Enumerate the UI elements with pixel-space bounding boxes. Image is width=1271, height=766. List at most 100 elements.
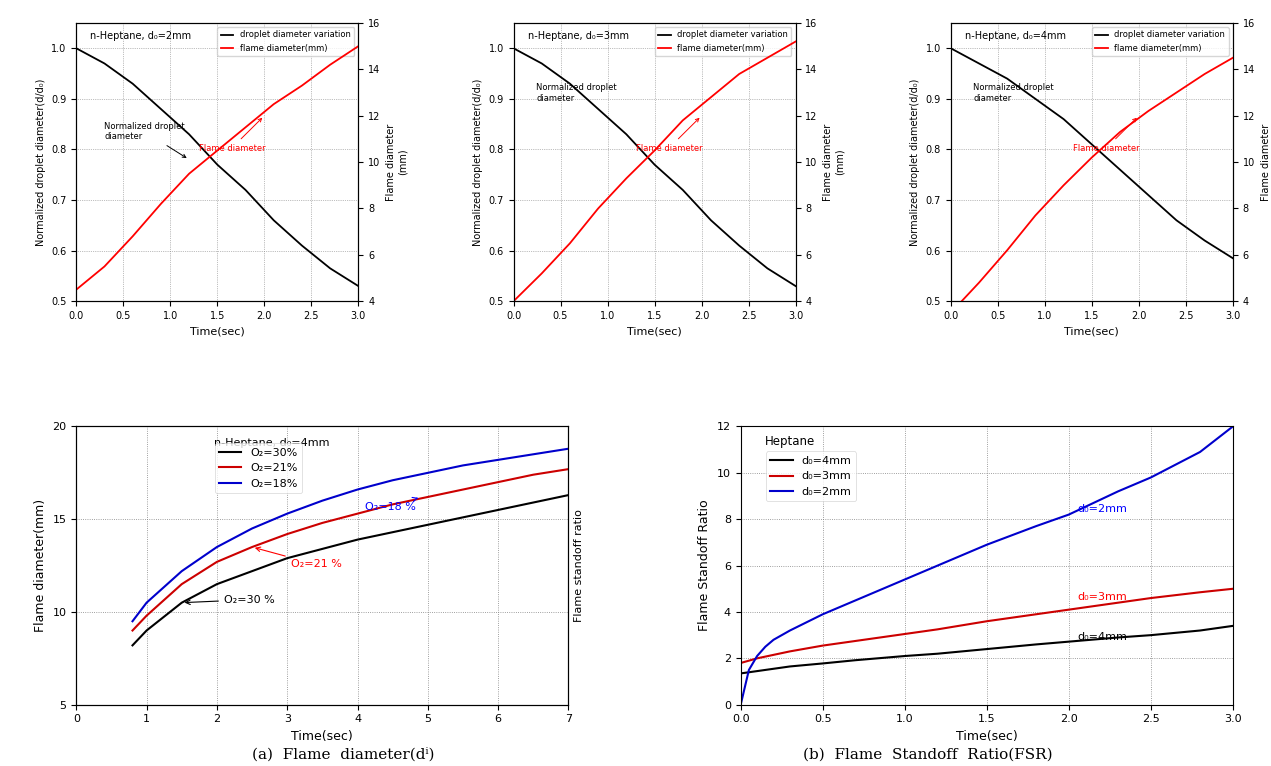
O₂=30% bbox=[210, 580, 225, 589]
O₂=21% bbox=[455, 485, 470, 494]
X-axis label: Time(sec): Time(sec) bbox=[189, 326, 245, 336]
d₀=3mm bbox=[1225, 584, 1240, 594]
Line: d₀=2mm: d₀=2mm bbox=[741, 427, 1233, 705]
Text: Flame diameter: Flame diameter bbox=[1073, 119, 1140, 152]
X-axis label: Time(sec): Time(sec) bbox=[956, 730, 1018, 743]
Text: d₀=3mm: d₀=3mm bbox=[1077, 592, 1127, 602]
O₂=30% bbox=[350, 535, 365, 544]
d₀=2mm bbox=[758, 642, 773, 651]
d₀=2mm bbox=[782, 626, 797, 635]
Text: Normalized droplet
diameter: Normalized droplet diameter bbox=[974, 83, 1054, 103]
O₂=18% bbox=[561, 444, 576, 453]
d₀=2mm bbox=[930, 561, 946, 570]
d₀=2mm bbox=[1192, 447, 1207, 457]
O₂=18% bbox=[526, 450, 541, 459]
Text: n-Heptane, d₀=4mm: n-Heptane, d₀=4mm bbox=[965, 31, 1066, 41]
O₂=21% bbox=[350, 509, 365, 519]
O₂=18% bbox=[174, 567, 189, 576]
d₀=4mm bbox=[897, 651, 913, 660]
d₀=2mm bbox=[1061, 510, 1077, 519]
O₂=21% bbox=[526, 470, 541, 480]
O₂=30% bbox=[385, 528, 400, 537]
O₂=30% bbox=[421, 520, 436, 529]
d₀=4mm bbox=[930, 649, 946, 658]
Text: Normalized droplet
diameter: Normalized droplet diameter bbox=[536, 83, 616, 103]
d₀=2mm bbox=[1028, 522, 1043, 531]
O₂=18% bbox=[244, 524, 259, 533]
d₀=2mm bbox=[1111, 486, 1126, 496]
d₀=2mm bbox=[733, 700, 749, 709]
Line: d₀=3mm: d₀=3mm bbox=[741, 589, 1233, 663]
Y-axis label: Normalized droplet diameter(d/d₀): Normalized droplet diameter(d/d₀) bbox=[910, 78, 920, 246]
O₂=30% bbox=[455, 512, 470, 522]
d₀=4mm bbox=[848, 656, 863, 665]
d₀=2mm bbox=[750, 651, 765, 660]
O₂=18% bbox=[139, 598, 154, 607]
O₂=30% bbox=[561, 490, 576, 499]
Line: O₂=18%: O₂=18% bbox=[132, 449, 568, 621]
d₀=2mm bbox=[848, 596, 863, 605]
O₂=18% bbox=[491, 455, 506, 464]
d₀=3mm bbox=[815, 641, 830, 650]
O₂=21% bbox=[491, 477, 506, 486]
d₀=3mm bbox=[766, 650, 782, 660]
Text: Heptane: Heptane bbox=[765, 435, 816, 448]
d₀=4mm bbox=[1192, 626, 1207, 635]
Text: n-Heptane, d₀=2mm: n-Heptane, d₀=2mm bbox=[90, 31, 192, 41]
d₀=3mm bbox=[750, 653, 765, 663]
d₀=3mm bbox=[930, 625, 946, 634]
Legend: droplet diameter variation, flame diameter(mm): droplet diameter variation, flame diamet… bbox=[655, 27, 792, 56]
Text: Flame diameter: Flame diameter bbox=[636, 119, 703, 152]
O₂=18% bbox=[421, 468, 436, 477]
O₂=21% bbox=[139, 611, 154, 620]
d₀=2mm bbox=[897, 575, 913, 584]
O₂=18% bbox=[210, 542, 225, 552]
O₂=18% bbox=[315, 496, 330, 506]
O₂=18% bbox=[280, 509, 295, 519]
d₀=4mm bbox=[1143, 630, 1158, 640]
O₂=18% bbox=[350, 485, 365, 494]
d₀=3mm bbox=[733, 659, 749, 668]
O₂=21% bbox=[244, 542, 259, 552]
Text: Normalized droplet
diameter: Normalized droplet diameter bbox=[104, 122, 186, 158]
d₀=2mm bbox=[815, 610, 830, 619]
Text: O₂=18 %: O₂=18 % bbox=[365, 497, 417, 512]
O₂=30% bbox=[139, 626, 154, 635]
d₀=4mm bbox=[750, 666, 765, 676]
d₀=2mm bbox=[1143, 473, 1158, 482]
X-axis label: Time(sec): Time(sec) bbox=[627, 326, 683, 336]
d₀=3mm bbox=[897, 630, 913, 639]
O₂=21% bbox=[125, 626, 140, 635]
d₀=4mm bbox=[979, 644, 994, 653]
O₂=30% bbox=[174, 598, 189, 607]
Text: d₀=2mm: d₀=2mm bbox=[1077, 504, 1127, 514]
Text: O₂=21 %: O₂=21 % bbox=[255, 547, 342, 569]
Text: d₀=4mm: d₀=4mm bbox=[1077, 632, 1127, 642]
O₂=30% bbox=[244, 567, 259, 576]
Y-axis label: Normalized droplet diameter(d/d₀): Normalized droplet diameter(d/d₀) bbox=[473, 78, 483, 246]
d₀=3mm bbox=[1028, 610, 1043, 619]
O₂=30% bbox=[491, 506, 506, 515]
d₀=4mm bbox=[815, 659, 830, 668]
O₂=21% bbox=[561, 464, 576, 473]
Text: n-Heptane, d₀=3mm: n-Heptane, d₀=3mm bbox=[527, 31, 629, 41]
Legend: droplet diameter variation, flame diameter(mm): droplet diameter variation, flame diamet… bbox=[1092, 27, 1229, 56]
d₀=3mm bbox=[1143, 594, 1158, 603]
d₀=4mm bbox=[1111, 633, 1126, 642]
d₀=2mm bbox=[1225, 422, 1240, 431]
Legend: d₀=4mm, d₀=3mm, d₀=2mm: d₀=4mm, d₀=3mm, d₀=2mm bbox=[766, 451, 855, 502]
O₂=30% bbox=[526, 498, 541, 507]
d₀=2mm bbox=[741, 666, 756, 675]
d₀=4mm bbox=[733, 669, 749, 678]
O₂=21% bbox=[280, 529, 295, 538]
Y-axis label: Flame diameter
(mm): Flame diameter (mm) bbox=[824, 123, 845, 201]
d₀=2mm bbox=[979, 540, 994, 549]
d₀=4mm bbox=[1028, 640, 1043, 649]
d₀=2mm bbox=[766, 635, 782, 644]
Y-axis label: Flame diameter
(mm): Flame diameter (mm) bbox=[1261, 123, 1271, 201]
O₂=30% bbox=[280, 554, 295, 563]
X-axis label: Time(sec): Time(sec) bbox=[1064, 326, 1120, 336]
O₂=30% bbox=[125, 641, 140, 650]
d₀=3mm bbox=[848, 637, 863, 646]
d₀=3mm bbox=[1061, 605, 1077, 614]
